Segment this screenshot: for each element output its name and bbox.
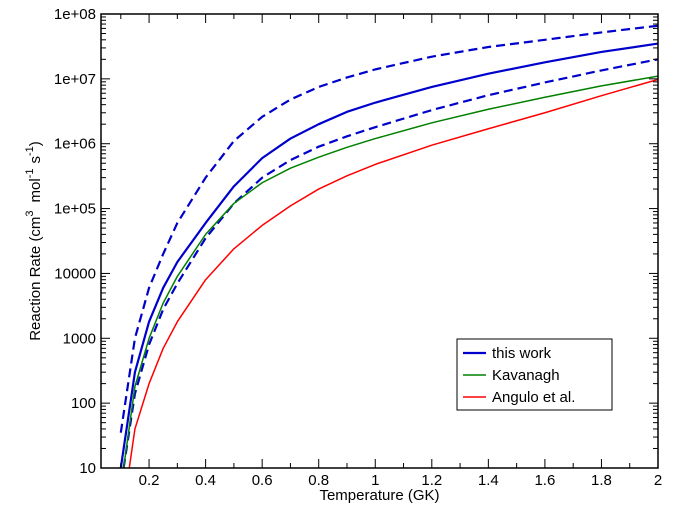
y-tick-label: 1000 — [63, 330, 96, 347]
legend-label-kavanagh: Kavanagh — [492, 367, 560, 384]
x-tick-label: 1 — [371, 472, 379, 489]
x-axis: 0.2 0.4 0.6 0.8 1 1.2 1.4 1.6 1.8 2 — [120, 14, 662, 489]
series-line-3 — [122, 75, 658, 468]
x-tick-label: 1.6 — [534, 472, 555, 489]
x-tick-label: 0.4 — [195, 472, 216, 489]
series-line-4 — [128, 78, 658, 468]
y-axis-title-suffix: ) — [27, 141, 44, 146]
x-tick-label: 1.4 — [478, 472, 499, 489]
series-line-2 — [122, 58, 658, 468]
y-axis-title-mid1: mol — [27, 178, 44, 202]
x-tick-label: 2 — [654, 472, 662, 489]
x-tick-label: 0.2 — [139, 472, 160, 489]
y-axis-title: Reaction Rate (cm3mol-1s-1) — [24, 141, 44, 341]
y-tick-label: 1e+05 — [54, 201, 96, 218]
legend-label-angulo: Angulo et al. — [492, 389, 575, 406]
y-tick-label: 100 — [71, 395, 96, 412]
y-tick-label: 1e+08 — [54, 6, 96, 23]
x-tick-label: 0.6 — [252, 472, 273, 489]
x-tick-label: 1.2 — [421, 472, 442, 489]
plot-frame — [100, 13, 659, 469]
y-axis: 10 100 1000 10000 1e+05 1e+06 1e+07 1e+08 — [54, 6, 658, 477]
y-axis-title-sup3: -1 — [24, 146, 36, 156]
series-layer — [119, 24, 658, 468]
y-axis-title-prefix: Reaction Rate (cm — [27, 217, 44, 341]
series-line-1 — [119, 24, 658, 433]
y-tick-label: 10 — [79, 460, 96, 477]
y-axis-title-sup1: 3 — [24, 210, 36, 216]
y-axis-title-mid2: s — [27, 156, 44, 164]
x-tick-label: 1.8 — [591, 472, 612, 489]
legend-label-this-work: this work — [492, 345, 552, 362]
y-tick-label: 10000 — [54, 265, 96, 282]
y-axis-title-sup2: -1 — [24, 168, 36, 178]
y-tick-label: 1e+07 — [54, 71, 96, 88]
x-tick-label: 0.8 — [308, 472, 329, 489]
y-tick-label: 1e+06 — [54, 136, 96, 153]
legend: this work Kavanagh Angulo et al. — [456, 338, 613, 411]
x-axis-title: Temperature (GK) — [319, 487, 439, 504]
series-line-0 — [119, 42, 658, 468]
